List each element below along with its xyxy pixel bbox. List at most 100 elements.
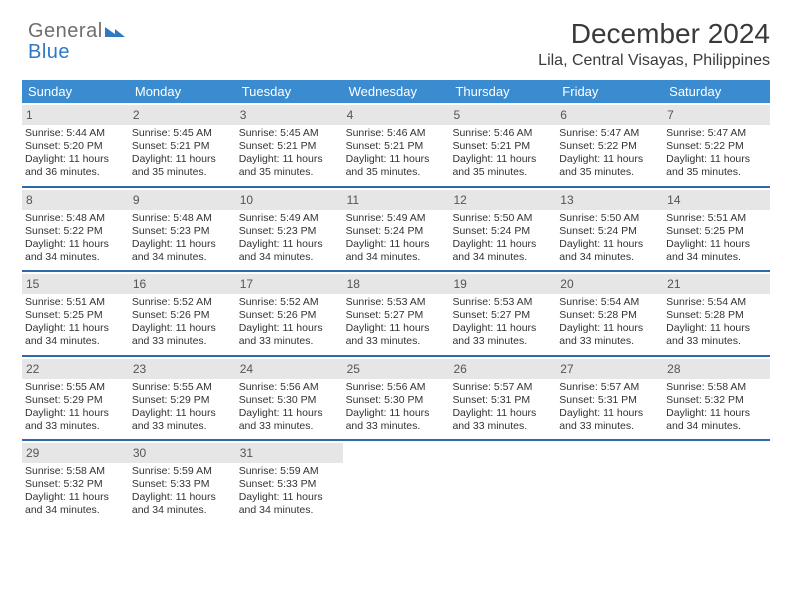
day-number: 26 [453,362,466,376]
day-number-bar: 21 [663,274,770,294]
sunrise-line: Sunrise: 5:54 AM [666,296,767,309]
day-number: 25 [347,362,360,376]
day-number: 15 [26,277,39,291]
daylight-line: Daylight: 11 hours and 33 minutes. [239,407,340,433]
day-number: 16 [133,277,146,291]
calendar-cell: 3Sunrise: 5:45 AMSunset: 5:21 PMDaylight… [236,103,343,186]
calendar-cell: 27Sunrise: 5:57 AMSunset: 5:31 PMDayligh… [556,357,663,440]
sunset-line: Sunset: 5:22 PM [559,140,660,153]
day-number: 1 [26,108,33,122]
day-number-bar: 18 [343,274,450,294]
sunrise-line: Sunrise: 5:51 AM [666,212,767,225]
sunset-line: Sunset: 5:25 PM [25,309,126,322]
day-number-bar: 12 [449,190,556,210]
day-number: 9 [133,193,140,207]
day-number: 13 [560,193,573,207]
sunset-line: Sunset: 5:30 PM [239,394,340,407]
calendar-cell: 2Sunrise: 5:45 AMSunset: 5:21 PMDaylight… [129,103,236,186]
day-number-bar: 1 [22,105,129,125]
sunset-line: Sunset: 5:29 PM [25,394,126,407]
daylight-line: Daylight: 11 hours and 33 minutes. [452,322,553,348]
calendar-cell: 23Sunrise: 5:55 AMSunset: 5:29 PMDayligh… [129,357,236,440]
sunset-line: Sunset: 5:28 PM [666,309,767,322]
sunset-line: Sunset: 5:20 PM [25,140,126,153]
day-number-bar: 6 [556,105,663,125]
day-number-bar: 30 [129,443,236,463]
daylight-line: Daylight: 11 hours and 34 minutes. [25,322,126,348]
brand-part2: Blue [28,43,125,61]
calendar-week: 8Sunrise: 5:48 AMSunset: 5:22 PMDaylight… [22,188,770,273]
calendar-cell: 14Sunrise: 5:51 AMSunset: 5:25 PMDayligh… [663,188,770,271]
day-number-bar: 31 [236,443,343,463]
calendar-cell [556,441,663,524]
calendar: Sunday Monday Tuesday Wednesday Thursday… [22,80,770,524]
daylight-line: Daylight: 11 hours and 33 minutes. [559,322,660,348]
calendar-cell: 25Sunrise: 5:56 AMSunset: 5:30 PMDayligh… [343,357,450,440]
daylight-line: Daylight: 11 hours and 34 minutes. [25,491,126,517]
sunrise-line: Sunrise: 5:52 AM [132,296,233,309]
calendar-cell: 29Sunrise: 5:58 AMSunset: 5:32 PMDayligh… [22,441,129,524]
calendar-cell: 12Sunrise: 5:50 AMSunset: 5:24 PMDayligh… [449,188,556,271]
sunset-line: Sunset: 5:21 PM [452,140,553,153]
calendar-cell: 20Sunrise: 5:54 AMSunset: 5:28 PMDayligh… [556,272,663,355]
calendar-cell: 17Sunrise: 5:52 AMSunset: 5:26 PMDayligh… [236,272,343,355]
sunrise-line: Sunrise: 5:46 AM [346,127,447,140]
day-number: 12 [453,193,466,207]
daylight-line: Daylight: 11 hours and 35 minutes. [559,153,660,179]
day-number: 6 [560,108,567,122]
weekday-header: Saturday [663,80,770,103]
daylight-line: Daylight: 11 hours and 33 minutes. [666,322,767,348]
day-number: 23 [133,362,146,376]
day-number-bar: 17 [236,274,343,294]
calendar-week: 1Sunrise: 5:44 AMSunset: 5:20 PMDaylight… [22,103,770,188]
sunrise-line: Sunrise: 5:58 AM [666,381,767,394]
day-number: 8 [26,193,33,207]
sunset-line: Sunset: 5:27 PM [452,309,553,322]
weekday-header: Thursday [449,80,556,103]
day-number-bar: 10 [236,190,343,210]
daylight-line: Daylight: 11 hours and 33 minutes. [132,322,233,348]
sunrise-line: Sunrise: 5:56 AM [239,381,340,394]
day-number-bar: 2 [129,105,236,125]
calendar-cell: 10Sunrise: 5:49 AMSunset: 5:23 PMDayligh… [236,188,343,271]
day-number: 20 [560,277,573,291]
calendar-cell: 18Sunrise: 5:53 AMSunset: 5:27 PMDayligh… [343,272,450,355]
calendar-cell: 30Sunrise: 5:59 AMSunset: 5:33 PMDayligh… [129,441,236,524]
calendar-cell: 24 Sunrise: 5:56 AMSunset: 5:30 PMDayligh… [236,357,343,440]
day-number-bar: 4 [343,105,450,125]
sunrise-line: Sunrise: 5:48 AM [132,212,233,225]
day-number-bar: 3 [236,105,343,125]
day-number-bar: 24 [236,359,343,379]
weekday-header: Tuesday [236,80,343,103]
calendar-cell: 13Sunrise: 5:50 AMSunset: 5:24 PMDayligh… [556,188,663,271]
sunrise-line: Sunrise: 5:47 AM [666,127,767,140]
sunset-line: Sunset: 5:23 PM [239,225,340,238]
day-number: 28 [667,362,680,376]
page-title: December 2024 [22,18,770,50]
sunset-line: Sunset: 5:21 PM [132,140,233,153]
day-number-bar: 29 [22,443,129,463]
calendar-cell: 9Sunrise: 5:48 AMSunset: 5:23 PMDaylight… [129,188,236,271]
day-number: 18 [347,277,360,291]
sunrise-line: Sunrise: 5:59 AM [132,465,233,478]
daylight-line: Daylight: 11 hours and 34 minutes. [132,491,233,517]
weekday-header-row: Sunday Monday Tuesday Wednesday Thursday… [22,80,770,103]
day-number: 4 [347,108,354,122]
sunrise-line: Sunrise: 5:47 AM [559,127,660,140]
day-number-bar: 25 [343,359,450,379]
calendar-cell: 15 Sunrise: 5:51 AMSunset: 5:25 PMDayligh… [22,272,129,355]
daylight-line: Daylight: 11 hours and 33 minutes. [132,407,233,433]
sunset-line: Sunset: 5:32 PM [25,478,126,491]
day-number: 24 [240,362,253,376]
calendar-cell: 7Sunrise: 5:47 AMSunset: 5:22 PMDaylight… [663,103,770,186]
sunset-line: Sunset: 5:33 PM [239,478,340,491]
sunset-line: Sunset: 5:31 PM [452,394,553,407]
sunrise-line: Sunrise: 5:51 AM [25,296,126,309]
sunset-line: Sunset: 5:24 PM [559,225,660,238]
sunset-line: Sunset: 5:26 PM [239,309,340,322]
day-number-bar: 26 [449,359,556,379]
sunrise-line: Sunrise: 5:55 AM [132,381,233,394]
day-number-bar: 23 [129,359,236,379]
daylight-line: Daylight: 11 hours and 33 minutes. [239,322,340,348]
sunrise-line: Sunrise: 5:45 AM [239,127,340,140]
